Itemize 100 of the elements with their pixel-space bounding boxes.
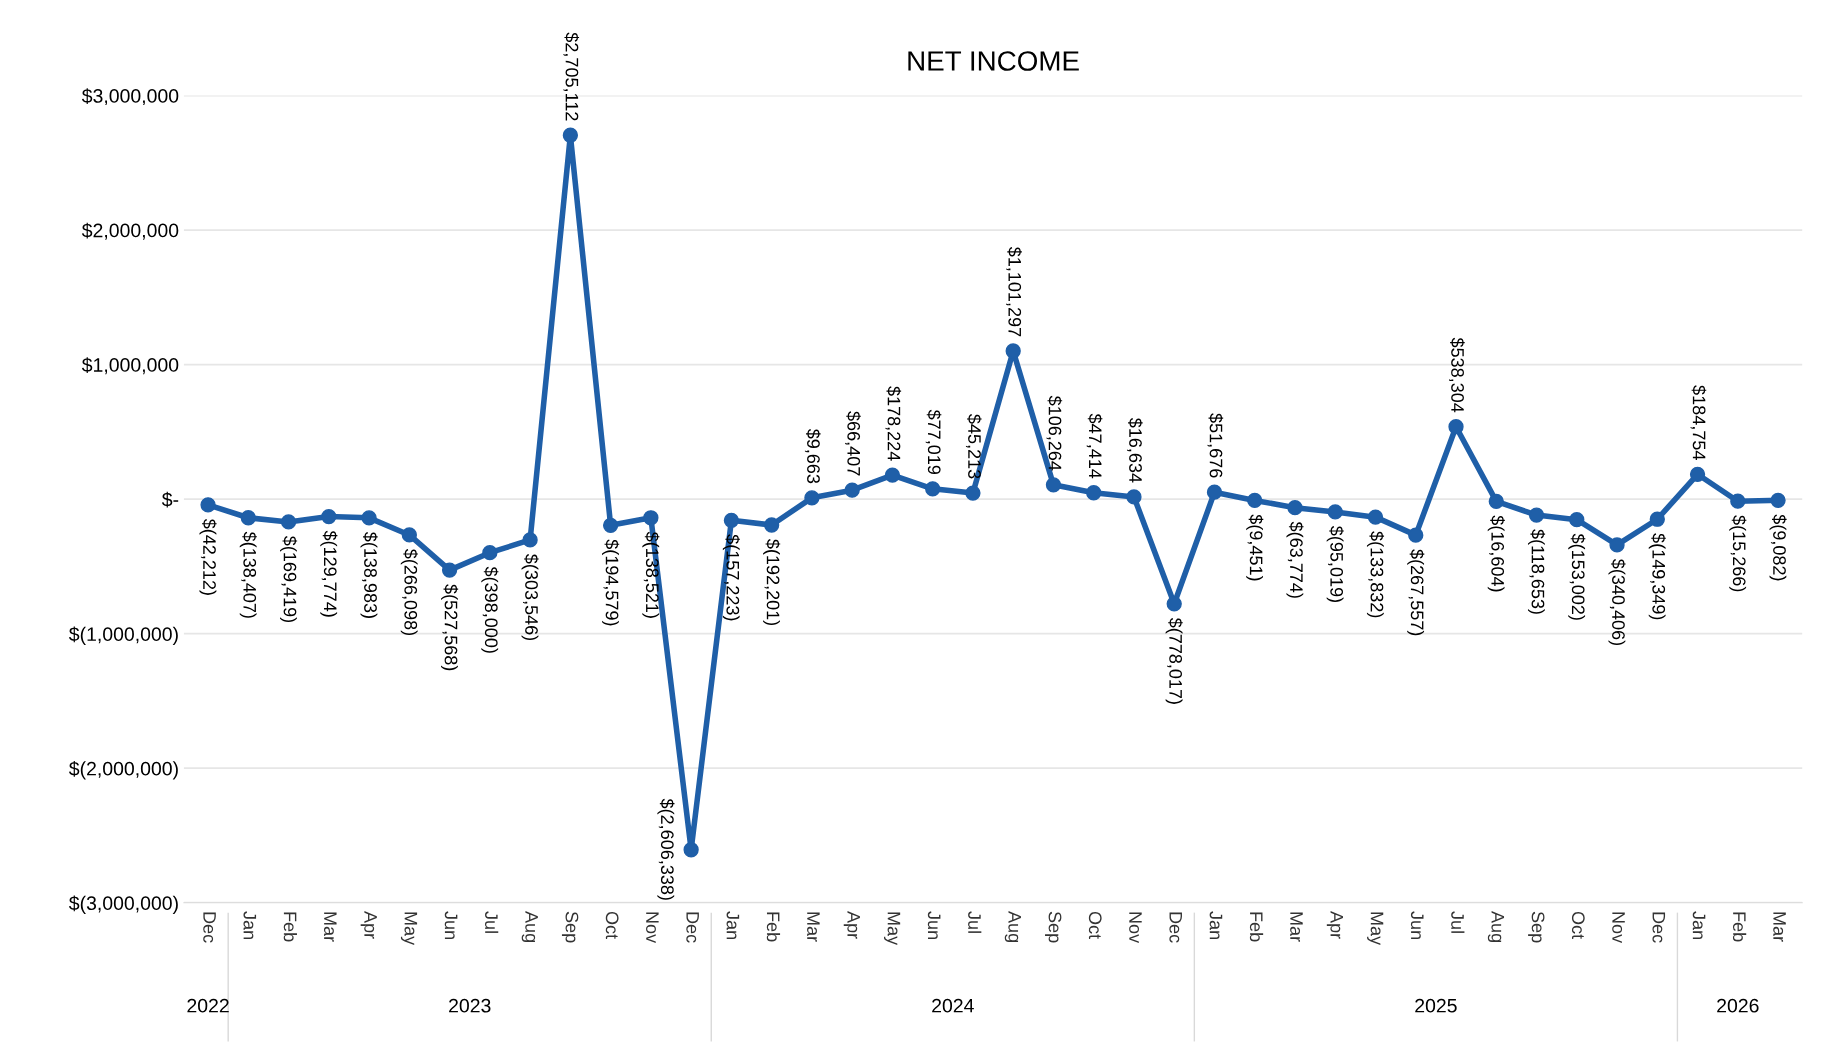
data-label: $(157,223) — [722, 534, 740, 621]
point — [1045, 477, 1062, 493]
data-label: $16,634 — [1126, 417, 1143, 483]
point — [280, 514, 297, 530]
y-tick-label: $1,000,000 — [81, 357, 179, 375]
point — [441, 562, 458, 578]
data-label: $(138,521) — [642, 531, 660, 618]
point — [844, 482, 860, 498]
x-tick-label: Feb — [1732, 912, 1747, 942]
point — [1247, 492, 1263, 509]
x-tick-label: Oct — [605, 911, 619, 939]
point — [764, 517, 780, 533]
x-tick-label: Apr — [360, 911, 377, 939]
data-label: $(778,017) — [1165, 617, 1183, 704]
point — [1005, 343, 1021, 359]
text: 2024 — [932, 998, 974, 1013]
y-tick-label: $(2,000,000) — [68, 760, 178, 780]
data-label: $(15,266) — [1729, 515, 1747, 592]
x-tick-label: Dec — [1169, 912, 1182, 943]
point — [643, 510, 659, 526]
data-label: $(9,451) — [1246, 514, 1264, 581]
data-label: $106,264 — [1046, 395, 1063, 471]
x-tick-label: Jul — [968, 911, 982, 933]
data-label: $(138,407) — [239, 531, 257, 618]
x-tick-label: Aug — [521, 911, 538, 942]
point — [1408, 527, 1424, 543]
x-tick-label: May — [400, 912, 418, 946]
point — [361, 510, 377, 526]
x-tick-label: May — [884, 912, 901, 946]
x-tick-label: Aug — [1004, 911, 1021, 942]
data-label: $184,754 — [1690, 385, 1707, 460]
data-label: $178,224 — [885, 386, 902, 461]
point — [925, 481, 941, 497]
point — [723, 512, 740, 528]
data-label: $(9,082) — [1769, 514, 1787, 581]
data-label: $(194,579) — [602, 539, 620, 626]
x-tick-label: Nov — [1129, 912, 1142, 944]
x-tick-label: Mar — [807, 912, 820, 942]
data-label: $(340,406) — [1608, 559, 1626, 646]
point — [884, 467, 901, 483]
y-tick-label: $(3,000,000) — [68, 895, 178, 914]
data-label: $(2,606,338) — [657, 798, 675, 900]
data-label: $(192,201) — [763, 539, 781, 626]
x-tick-label: Dec — [203, 912, 216, 943]
point — [1367, 509, 1384, 525]
x-tick-label: Jan — [726, 911, 740, 939]
point — [1086, 485, 1102, 501]
point — [804, 490, 820, 506]
x-tick-label: Mar — [323, 912, 337, 942]
point — [683, 842, 699, 858]
text: 2025 — [1415, 998, 1457, 1013]
point — [1448, 419, 1464, 435]
point — [562, 127, 579, 143]
x-tick-label: Jan — [1692, 911, 1706, 939]
data-label: $(153,002) — [1568, 533, 1586, 620]
x-tick-label: Sep — [1528, 911, 1545, 943]
point — [1730, 493, 1746, 509]
x-tick-label: Sep — [1045, 911, 1062, 943]
x-tick-label: Feb — [766, 912, 781, 942]
data-label: $(42,212) — [199, 518, 217, 595]
data-label: $1,101,297 — [1006, 246, 1022, 337]
y-tick-label: $(1,000,000) — [68, 626, 178, 645]
data-label: $(527,568) — [441, 584, 459, 671]
point — [1528, 507, 1545, 523]
x-tick-label: Oct — [1088, 911, 1102, 939]
x-tick-label: Jan — [243, 911, 257, 939]
data-label: $(138,983) — [360, 531, 378, 618]
text: 2022 — [187, 998, 229, 1013]
point — [1689, 466, 1706, 482]
x-tick-label: Jun — [1410, 911, 1424, 939]
point — [482, 545, 498, 561]
chart-title: NET INCOME — [908, 51, 1079, 71]
y-tick-label: $3,000,000 — [81, 88, 179, 106]
x-tick-label: Oct — [1571, 911, 1585, 939]
x-tick-label: Jul — [485, 911, 499, 933]
point — [1166, 596, 1182, 612]
data-label: $51,676 — [1207, 413, 1224, 478]
data-label: $(398,000) — [481, 566, 499, 653]
x-tick-label: Dec — [686, 912, 699, 943]
data-label: $(266,098) — [400, 549, 418, 636]
data-label: $77,019 — [925, 409, 942, 475]
data-label: $(303,546) — [521, 554, 539, 641]
point — [200, 497, 216, 513]
data-label: $9,663 — [804, 428, 821, 484]
x-tick-label: Mar — [1290, 912, 1303, 942]
data-label: $538,304 — [1449, 337, 1465, 413]
x-tick-label: Apr — [1326, 911, 1343, 939]
point — [1206, 484, 1223, 500]
x-tick-label: Aug — [1487, 911, 1505, 942]
y-tick-label: $- — [161, 491, 179, 508]
point — [1609, 537, 1625, 553]
point — [602, 517, 619, 533]
data-label: $(95,019) — [1326, 526, 1344, 602]
data-label: $47,414 — [1086, 413, 1103, 479]
data-label: $66,407 — [845, 411, 861, 476]
point — [1649, 511, 1665, 527]
data-label: $2,705,112 — [563, 32, 580, 121]
x-tick-label: Feb — [283, 912, 297, 942]
x-tick-label: Nov — [1612, 912, 1625, 944]
point — [1488, 493, 1504, 510]
